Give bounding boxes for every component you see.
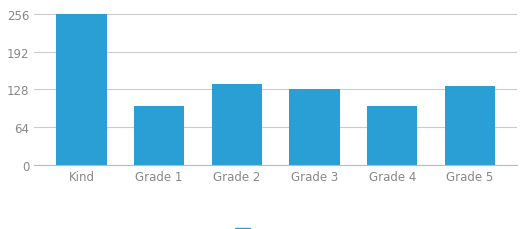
- Bar: [134, 106, 184, 165]
- Bar: [212, 84, 262, 165]
- Bar: [56, 15, 107, 165]
- Legend: Students: Students: [235, 228, 316, 229]
- Bar: [367, 106, 418, 165]
- Bar: [445, 87, 495, 165]
- Bar: [289, 90, 340, 165]
